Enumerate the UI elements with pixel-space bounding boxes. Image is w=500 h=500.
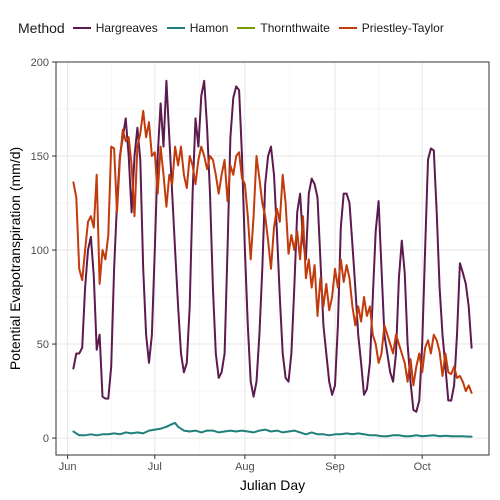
y-tick-label: 0 [43, 433, 49, 445]
x-tick-label: Oct [414, 461, 431, 473]
y-tick-label: 50 [37, 339, 49, 351]
y-axis-title: Potential Evapotranspiration (mm/d) [7, 147, 23, 370]
y-tick-label: 200 [31, 57, 49, 69]
x-tick-label: Jul [148, 461, 162, 473]
x-tick-label: Aug [235, 461, 255, 473]
y-tick-label: 150 [31, 151, 49, 163]
x-axis-title: Julian Day [240, 477, 305, 493]
x-tick-label: Jun [59, 461, 77, 473]
y-tick-label: 100 [31, 245, 49, 257]
x-tick-label: Sep [325, 461, 345, 473]
